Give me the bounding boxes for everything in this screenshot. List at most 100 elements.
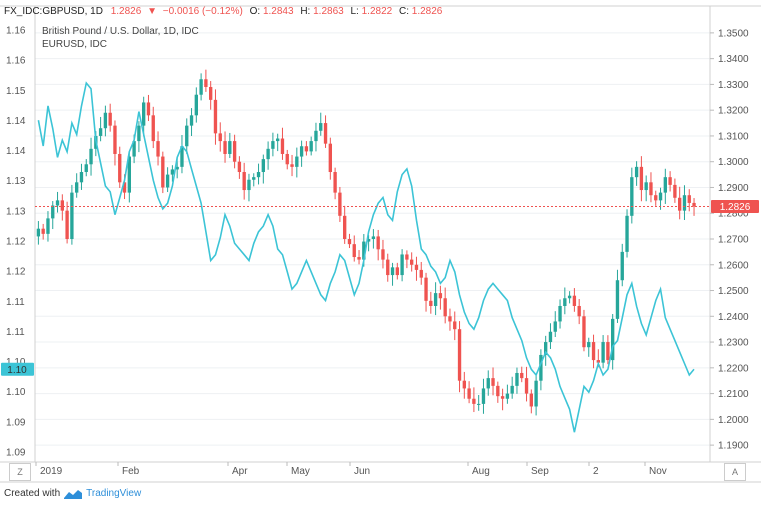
candle (304, 141, 309, 156)
candle-body (567, 295, 572, 299)
right-price-axis: 1.3500 1.3400 1.3300 1.3200 1.3100 1.3000 1.29… (710, 28, 749, 452)
candle (185, 118, 189, 154)
candle (673, 178, 677, 203)
candle (625, 209, 629, 258)
candle (639, 156, 644, 202)
candle (601, 335, 605, 369)
left-tick-label: 1.09 (6, 417, 26, 428)
candle-body (453, 321, 457, 330)
left-tick-label: 1.14 (6, 146, 26, 157)
low-label: L: (350, 6, 358, 17)
candle-body (386, 259, 390, 276)
tradingview-link[interactable]: TradingView (86, 488, 142, 499)
candle-body (218, 133, 222, 142)
left-tick-label: 1.15 (6, 86, 26, 97)
right-tick-label: 1.2200 (718, 363, 749, 374)
candle (228, 132, 232, 159)
candle (572, 288, 577, 312)
candle-body (548, 331, 553, 343)
candle-body (424, 277, 428, 301)
candle (156, 131, 160, 166)
candle (108, 103, 112, 132)
candle (180, 134, 184, 174)
candle (199, 73, 203, 101)
candle-body (563, 298, 567, 306)
candle (544, 335, 548, 366)
candle (558, 299, 562, 329)
candle-body (75, 182, 79, 193)
right-tick-label: 1.2500 (718, 286, 749, 297)
candle-body (204, 79, 208, 87)
candle-body (448, 316, 452, 322)
candle-body (381, 249, 385, 260)
candle-body (491, 378, 495, 386)
change-arrow-icon: ▼ (147, 6, 157, 17)
candle-body (194, 94, 198, 116)
candle-body (400, 254, 404, 276)
candle (386, 253, 390, 282)
candle-body (242, 172, 246, 191)
candle (477, 394, 481, 411)
candle (443, 287, 447, 324)
candle (668, 171, 672, 192)
candle-body (606, 342, 610, 361)
candle (146, 94, 151, 122)
candle (223, 131, 227, 163)
candle (347, 233, 352, 249)
candle (79, 163, 84, 190)
candle (338, 186, 342, 222)
candle (606, 335, 610, 365)
candle-body (539, 354, 543, 381)
open-value: 1.2843 (263, 6, 294, 17)
left-tick-label: 1.16 (6, 26, 26, 37)
candle-body (692, 202, 696, 207)
candle (161, 151, 165, 194)
candle-body (304, 146, 309, 152)
candle-body (189, 115, 194, 126)
candle (252, 173, 256, 187)
candle-body (180, 146, 184, 167)
candle (419, 261, 423, 285)
candle (118, 146, 122, 188)
time-tick-label: Nov (649, 466, 667, 477)
candle-body (481, 388, 486, 404)
open-label: O: (250, 6, 261, 17)
candle-body (611, 318, 615, 361)
candle (429, 291, 433, 314)
candle (237, 156, 242, 179)
candle-body (319, 123, 323, 131)
candle-body (634, 166, 639, 178)
candle (611, 314, 615, 370)
candle (577, 299, 581, 325)
candle (113, 120, 117, 166)
candle (539, 349, 543, 391)
left-tick-label: 1.13 (6, 176, 26, 187)
candle (309, 136, 313, 156)
scale-left-label: Z (17, 467, 23, 477)
left-tick-label: 1.11 (6, 297, 25, 308)
auto-scale-button[interactable]: A (724, 463, 746, 481)
scale-left-button[interactable]: Z (9, 463, 31, 481)
candle (41, 223, 45, 240)
right-tick-label: 1.2400 (718, 312, 749, 323)
candle-body (103, 112, 108, 129)
candle-body (41, 228, 45, 234)
candle-body (113, 125, 117, 154)
close-value: 1.2826 (412, 6, 443, 17)
candle-body (261, 159, 265, 173)
candle (376, 229, 380, 261)
right-tick-label: 1.2100 (718, 389, 749, 400)
created-with-label: Created with (4, 488, 61, 499)
candle-body (524, 378, 529, 394)
candle-body (60, 200, 64, 211)
candle-body (615, 280, 620, 319)
candle-body (601, 342, 605, 363)
right-tick-label: 1.1900 (718, 441, 749, 452)
candle (204, 69, 208, 92)
candle-body (625, 215, 629, 252)
tradingview-logo-icon[interactable] (64, 489, 83, 499)
candle (314, 122, 318, 152)
candle (644, 175, 648, 202)
